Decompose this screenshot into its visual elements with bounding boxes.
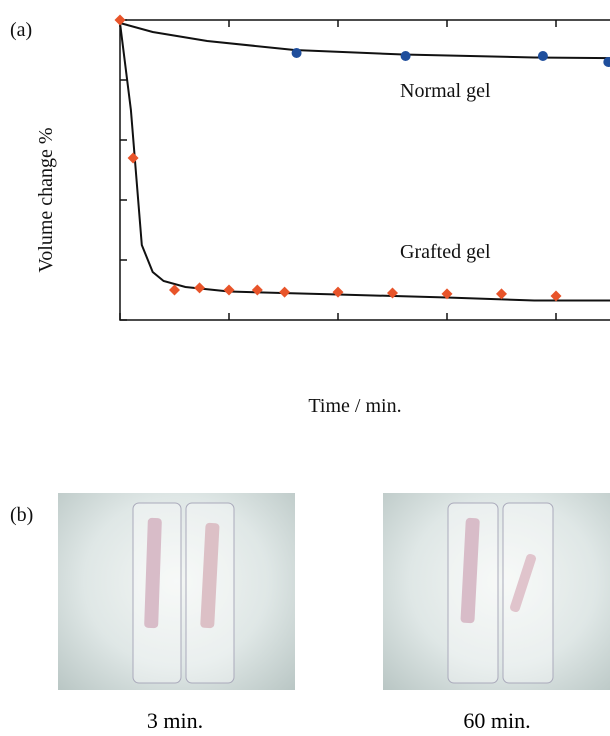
point: [127, 152, 139, 164]
chart: (a) Time / min. Volume change % Normal g…: [10, 14, 610, 417]
series-label: Grafted gel: [400, 241, 491, 263]
point: [251, 284, 263, 296]
point: [169, 284, 180, 296]
point: [223, 284, 235, 296]
photo-caption: 3 min.: [146, 708, 204, 733]
panel-label: (b): [10, 504, 33, 526]
point: [603, 57, 610, 67]
point: [387, 287, 398, 299]
series-label: Normal gel: [400, 80, 491, 102]
point: [400, 51, 411, 61]
photo: [383, 493, 610, 690]
tubes: [447, 502, 554, 684]
fit-line: [119, 22, 610, 302]
point: [114, 14, 126, 26]
point: [291, 48, 302, 58]
point: [496, 288, 507, 300]
plot-frame: [119, 19, 610, 321]
tubes: [132, 502, 235, 684]
point: [279, 286, 291, 298]
x-axis-label: Time / min.: [308, 395, 401, 417]
point: [194, 282, 206, 294]
point: [332, 286, 344, 298]
point: [550, 290, 562, 302]
photo: [58, 493, 295, 690]
y-axis-label: Volume change %: [35, 127, 57, 272]
point: [537, 51, 548, 61]
photo-caption: 60 min.: [463, 708, 531, 733]
panel-b: (b): [10, 504, 33, 526]
panel-label: (a): [10, 19, 32, 41]
point: [441, 288, 453, 300]
fit-line: [119, 22, 610, 60]
